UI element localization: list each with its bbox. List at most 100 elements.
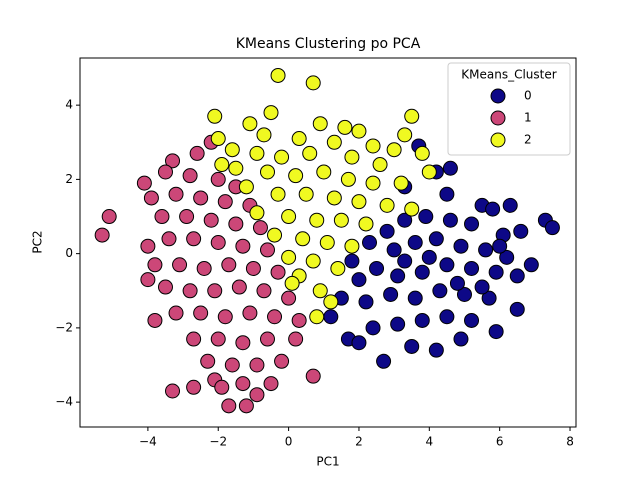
x-tick-label: 0	[285, 435, 293, 449]
point	[172, 257, 188, 273]
point	[376, 353, 392, 369]
point	[157, 279, 173, 295]
point	[193, 190, 209, 206]
point	[154, 209, 170, 225]
point	[224, 357, 240, 373]
point	[186, 331, 202, 347]
point	[365, 320, 381, 336]
point	[207, 283, 223, 299]
point	[263, 105, 279, 121]
point	[231, 279, 247, 295]
legend-marker	[490, 110, 506, 126]
point	[147, 312, 163, 328]
point	[312, 116, 328, 132]
y-tick-label: 0	[65, 246, 73, 260]
point	[478, 242, 494, 258]
point	[186, 231, 202, 247]
point	[390, 268, 406, 284]
point	[397, 127, 413, 143]
point	[238, 398, 254, 414]
point	[379, 197, 395, 213]
point	[351, 194, 367, 210]
point	[186, 379, 202, 395]
point	[274, 353, 290, 369]
y-tick-label: 4	[65, 98, 73, 112]
point	[305, 75, 321, 91]
point	[235, 376, 251, 392]
point	[267, 309, 283, 325]
point	[323, 294, 339, 310]
point	[147, 257, 163, 273]
point	[326, 190, 342, 206]
point	[182, 283, 198, 299]
point	[464, 260, 480, 276]
point	[407, 290, 423, 306]
point	[210, 131, 226, 147]
legend-label: 0	[524, 89, 532, 103]
point	[249, 205, 265, 221]
point	[259, 164, 275, 180]
point	[252, 220, 268, 236]
x-tick-label: 4	[425, 435, 433, 449]
point	[383, 286, 399, 302]
point	[228, 216, 244, 232]
x-axis-label: PC1	[316, 455, 339, 469]
point	[513, 223, 529, 239]
point	[358, 216, 374, 232]
point	[288, 168, 304, 184]
point	[309, 212, 325, 228]
point	[390, 316, 406, 332]
point	[101, 209, 117, 225]
point	[404, 201, 420, 217]
point	[284, 275, 300, 291]
point	[386, 242, 402, 258]
point	[221, 398, 237, 414]
point	[544, 220, 560, 236]
point	[193, 305, 209, 321]
point	[288, 331, 304, 347]
point	[210, 331, 226, 347]
point	[235, 238, 251, 254]
point	[488, 324, 504, 340]
point	[428, 342, 444, 358]
point	[217, 194, 233, 210]
point	[509, 301, 525, 317]
point	[488, 264, 504, 280]
point	[499, 249, 515, 265]
point	[221, 257, 237, 273]
point	[161, 231, 177, 247]
point	[238, 179, 254, 195]
point	[464, 216, 480, 232]
point	[442, 160, 458, 176]
point	[414, 145, 430, 161]
point	[235, 335, 251, 351]
point	[179, 209, 195, 225]
legend-title: KMeans_Cluster	[461, 68, 556, 82]
point	[432, 283, 448, 299]
point	[302, 145, 318, 161]
y-tick-label: −2	[55, 320, 73, 334]
point	[428, 231, 444, 247]
point	[439, 257, 455, 273]
legend-marker	[490, 88, 506, 104]
point	[351, 335, 367, 351]
point	[344, 253, 360, 269]
x-tick-label: −4	[139, 435, 157, 449]
point	[456, 286, 472, 302]
point	[319, 235, 335, 250]
point	[217, 309, 233, 325]
point	[256, 283, 272, 299]
legend-label: 2	[524, 133, 532, 147]
point	[439, 186, 455, 202]
point	[281, 249, 297, 265]
point	[94, 227, 110, 243]
point	[442, 212, 458, 228]
point	[414, 312, 430, 328]
point	[224, 142, 240, 158]
point	[340, 171, 356, 187]
point	[439, 309, 455, 325]
legend-marker	[490, 132, 506, 148]
point	[165, 153, 181, 169]
point	[485, 201, 501, 217]
